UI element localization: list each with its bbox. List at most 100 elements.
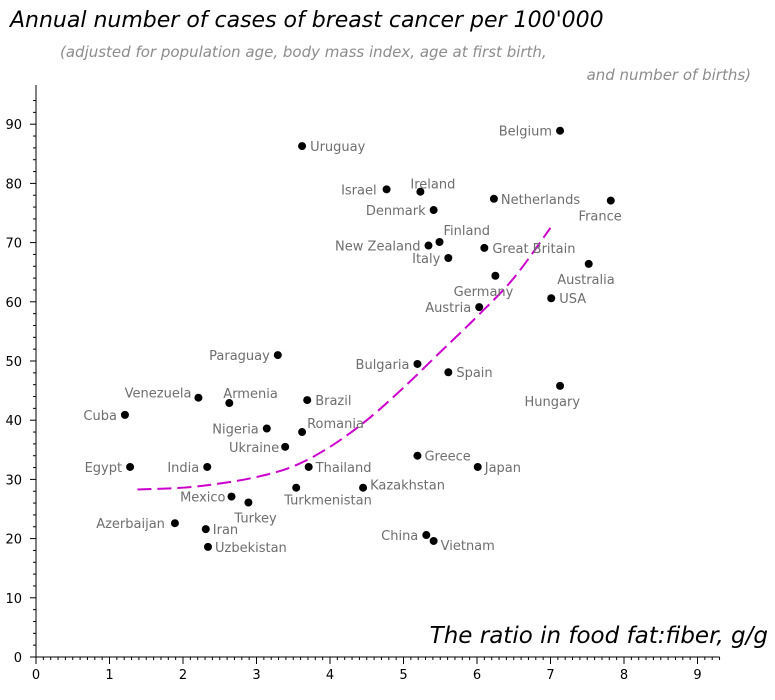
point-cuba: [120, 410, 129, 419]
y-tick-label: 30: [5, 473, 22, 488]
point-label-ukraine: Ukraine: [229, 441, 279, 456]
point-germany: [491, 271, 500, 280]
point-label-uzbekistan: Uzbekistan: [215, 541, 287, 556]
point-great-britain: [480, 243, 489, 252]
point-label-iran: Iran: [213, 523, 238, 538]
point-brazil: [303, 396, 312, 405]
point-iran: [201, 525, 210, 534]
point-label-venezuela: Venezuela: [125, 387, 192, 402]
point-label-bulgaria: Bulgaria: [356, 358, 410, 373]
chart-title: Annual number of cases of breast cancer …: [8, 8, 604, 33]
point-denmark: [429, 206, 438, 215]
point-netherlands: [489, 194, 498, 203]
point-japan: [473, 462, 482, 471]
point-armenia: [225, 399, 234, 408]
chart-subtitle-line-1: (adjusted for population age, body mass …: [60, 43, 547, 61]
point-kazakhstan: [359, 483, 368, 492]
point-label-thailand: Thailand: [315, 461, 372, 476]
x-axis-label: The ratio in food fat:fiber, g/g: [430, 623, 768, 649]
trend-curve: [137, 227, 552, 491]
point-label-germany: Germany: [454, 285, 514, 300]
point-label-armenia: Armenia: [223, 387, 278, 402]
x-tick-label: 8: [620, 668, 628, 683]
y-tick-label: 40: [5, 414, 22, 429]
point-label-china: China: [381, 529, 418, 544]
point-france: [606, 196, 615, 205]
point-label-netherlands: Netherlands: [501, 193, 580, 208]
point-venezuela: [194, 393, 203, 402]
point-label-india: India: [167, 461, 199, 476]
point-label-turkmenistan: Turkmenistan: [283, 494, 372, 509]
point-italy: [444, 253, 453, 262]
point-australia: [584, 259, 593, 268]
point-label-new-zealand: New Zealand: [335, 240, 420, 255]
x-tick-label: 3: [252, 668, 260, 683]
x-tick-label: 9: [693, 668, 701, 683]
point-label-greece: Greece: [424, 450, 470, 465]
x-tick-label: 6: [473, 668, 481, 683]
point-turkmenistan: [292, 483, 301, 492]
point-label-spain: Spain: [456, 366, 492, 381]
point-label-belgium: Belgium: [499, 125, 552, 140]
point-uruguay: [298, 142, 307, 151]
point-label-france: France: [579, 210, 622, 225]
point-label-turkey: Turkey: [233, 511, 277, 526]
point-label-romania: Romania: [307, 417, 364, 432]
point-label-austria: Austria: [425, 301, 471, 316]
point-spain: [444, 368, 453, 377]
x-tick-label: 1: [105, 668, 113, 683]
point-label-italy: Italy: [412, 252, 441, 267]
y-tick-label: 70: [5, 237, 22, 252]
point-label-israel: Israel: [341, 183, 377, 198]
point-label-denmark: Denmark: [366, 204, 426, 219]
point-label-australia: Australia: [557, 273, 615, 288]
x-tick-label: 4: [326, 668, 334, 683]
point-label-mexico: Mexico: [180, 491, 225, 506]
point-label-brazil: Brazil: [315, 394, 351, 409]
point-nigeria: [262, 424, 271, 433]
point-label-cuba: Cuba: [83, 409, 117, 424]
point-new-zealand: [424, 241, 433, 250]
point-belgium: [556, 126, 565, 135]
x-tick-label: 0: [32, 668, 40, 683]
point-label-finland: Finland: [444, 224, 490, 239]
point-label-uruguay: Uruguay: [310, 140, 366, 155]
point-bulgaria: [413, 359, 422, 368]
point-greece: [413, 451, 422, 460]
point-label-azerbaijan: Azerbaijan: [96, 517, 165, 532]
point-label-japan: Japan: [484, 461, 521, 476]
point-ireland: [416, 187, 425, 196]
point-romania: [298, 428, 307, 437]
x-tick-label: 5: [399, 668, 407, 683]
points-group: Uruguay Belgium Israel Ireland Netherlands Fr…: [83, 125, 621, 556]
point-hungary: [556, 381, 565, 390]
y-tick-label: 10: [5, 592, 22, 607]
point-label-kazakhstan: Kazakhstan: [370, 479, 445, 494]
point-label-vietnam: Vietnam: [441, 539, 495, 554]
point-label-hungary: Hungary: [525, 395, 581, 410]
point-label-nigeria: Nigeria: [212, 422, 259, 437]
y-tick-label: 80: [5, 177, 22, 192]
y-tick-label: 0: [14, 651, 22, 666]
x-tick-label: 2: [179, 668, 187, 683]
point-austria: [475, 303, 484, 312]
point-label-great-britain: Great Britain: [492, 242, 575, 257]
y-tick-label: 20: [5, 533, 22, 548]
point-label-ireland: Ireland: [410, 178, 455, 193]
point-vietnam: [429, 536, 438, 545]
point-label-paraguay: Paraguay: [209, 349, 270, 364]
y-tick-label: 60: [5, 296, 22, 311]
point-thailand: [304, 462, 313, 471]
point-finland: [435, 238, 444, 247]
y-tick-label: 50: [5, 355, 22, 370]
point-israel: [382, 185, 391, 194]
point-china: [422, 531, 431, 540]
y-tick-label: 90: [5, 118, 22, 133]
point-mexico: [227, 492, 236, 501]
point-uzbekistan: [203, 542, 212, 551]
point-india: [203, 462, 212, 471]
point-paraguay: [273, 351, 282, 360]
trend-line-group: [137, 227, 552, 491]
point-label-usa: USA: [559, 292, 586, 307]
